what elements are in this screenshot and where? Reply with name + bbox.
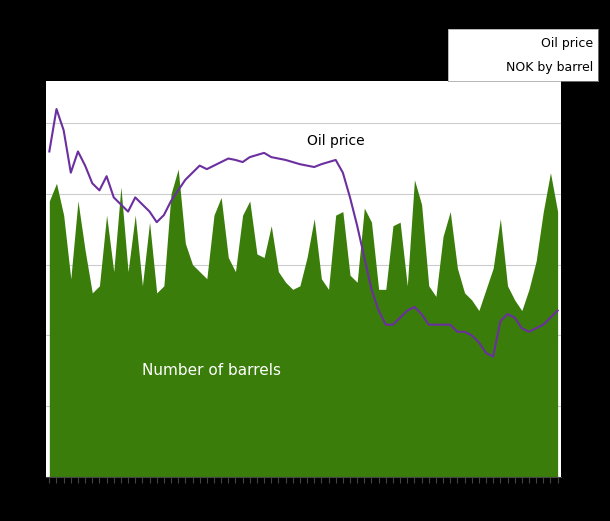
Text: Oil price: Oil price (541, 37, 594, 49)
Text: NOK by barrel: NOK by barrel (506, 61, 594, 74)
Text: Oil price: Oil price (307, 134, 365, 148)
Text: Number of barrels: Number of barrels (142, 363, 281, 378)
